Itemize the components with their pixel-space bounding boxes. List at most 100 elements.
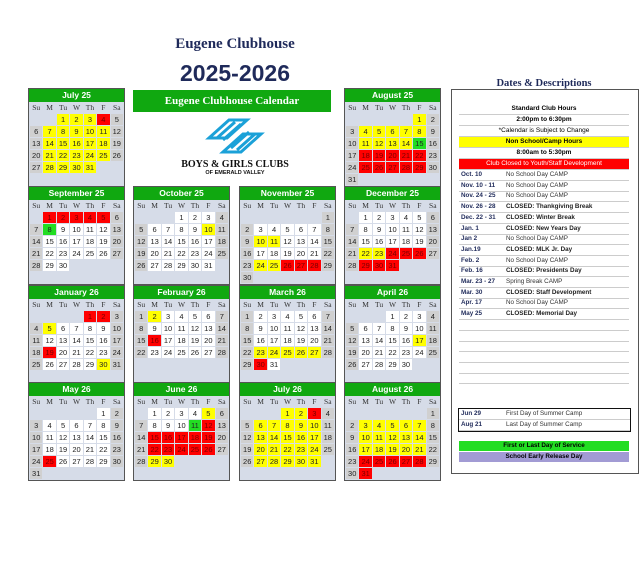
empty-cell — [215, 456, 228, 467]
event-date: Jan.19 — [461, 245, 481, 253]
weekday-header: M — [43, 397, 56, 407]
day-cell: 23 — [97, 347, 110, 358]
day-cell: 8 — [83, 323, 97, 334]
weekday-header: W — [175, 300, 188, 310]
weekday-header: M — [359, 300, 372, 310]
empty-cell — [70, 468, 83, 479]
day-cell: 14 — [43, 138, 56, 149]
weekday-header: Su — [241, 201, 254, 211]
month-october-25: October 25 Su M Tu W Th F Sa 1 2 3 4 5 6 7 8 9 10 11 12 13 14… — [133, 186, 230, 285]
day-cell: 21 — [413, 444, 426, 455]
legend-first-last-day: First or Last Day of Service — [459, 441, 629, 451]
day-cell: 23 — [70, 150, 83, 161]
day-cell: 26 — [135, 260, 148, 271]
empty-cell — [135, 371, 148, 382]
day-cell: 24 — [70, 248, 83, 259]
day-cell: 4 — [43, 420, 56, 431]
day-cell: 17 — [346, 150, 359, 161]
empty-cell — [254, 212, 267, 223]
day-cell: 26 — [56, 456, 70, 467]
empty-cell — [281, 212, 294, 223]
day-cell: 3 — [70, 212, 83, 223]
empty-cell — [135, 359, 148, 370]
day-cell: 7 — [321, 311, 334, 322]
empty-cell — [135, 468, 148, 479]
day-cell: 6 — [294, 224, 308, 235]
day-cell: 7 — [43, 126, 56, 137]
month-header: March 26 — [240, 286, 335, 299]
month-december-25: December 25 Su M Tu W Th F Sa 1 2 3 4 5 6 7 8 9 10 11 12 13 1… — [344, 186, 441, 285]
day-cell: 27 — [399, 456, 413, 467]
day-cell: 21 — [215, 335, 228, 346]
day-cell: 5 — [281, 224, 294, 235]
day-cell: 3 — [308, 408, 321, 419]
day-cell: 19 — [372, 150, 386, 161]
weekday-header: Su — [241, 397, 254, 407]
page-title: 2025-2026 — [180, 60, 290, 86]
clasped-hands-logo-icon — [205, 118, 265, 154]
day-cell: 25 — [97, 150, 110, 161]
day-cell: 19 — [294, 335, 308, 346]
empty-cell — [202, 371, 215, 382]
empty-cell — [70, 272, 83, 283]
month-header: May 26 — [29, 383, 124, 396]
event-row: Jan 2 No School Day CAMP — [459, 234, 629, 246]
day-cell: 5 — [386, 420, 399, 431]
month-header: July 25 — [29, 89, 124, 102]
day-cell: 6 — [70, 420, 83, 431]
weekday-header: Th — [188, 201, 202, 211]
day-cell: 23 — [346, 456, 359, 467]
empty-cell — [30, 371, 43, 382]
weekday-header: M — [43, 201, 56, 211]
empty-cell — [175, 456, 188, 467]
day-cell: 8 — [413, 126, 426, 137]
day-cell: 13 — [254, 432, 267, 443]
weekday-header: W — [281, 300, 294, 310]
day-cell: 20 — [294, 248, 308, 259]
weekday-header: Su — [30, 201, 43, 211]
day-cell: 22 — [135, 347, 148, 358]
weekday-header: Tu — [161, 397, 175, 407]
empty-cell — [308, 272, 321, 283]
event-desc: CLOSED: Winter Break — [506, 213, 575, 221]
empty-cell — [386, 468, 399, 479]
empty-cell — [294, 272, 308, 283]
day-cell: 25 — [188, 444, 202, 455]
day-cell: 25 — [281, 347, 294, 358]
day-cell: 25 — [399, 248, 413, 259]
day-cell: 23 — [188, 248, 202, 259]
legend-early-release: School Early Release Day — [459, 452, 629, 462]
day-cell: 5 — [372, 126, 386, 137]
day-cell: 26 — [372, 162, 386, 173]
empty-cell — [267, 468, 281, 479]
weekday-header: Th — [83, 300, 97, 310]
day-cell: 25 — [426, 347, 439, 358]
weekday-header: W — [70, 103, 83, 113]
empty-cell — [294, 371, 308, 382]
empty-cell — [386, 272, 399, 283]
day-cell: 29 — [241, 359, 254, 370]
empty-cell — [148, 468, 161, 479]
day-cell: 19 — [413, 236, 426, 247]
weekday-header: W — [281, 201, 294, 211]
empty-cell — [83, 468, 97, 479]
day-cell: 16 — [399, 335, 413, 346]
event-row: Jan. 1 CLOSED: New Years Day — [459, 224, 629, 235]
empty-cell — [254, 408, 267, 419]
empty-cell — [372, 311, 386, 322]
empty-cell — [413, 272, 426, 283]
day-cell: 21 — [399, 150, 413, 161]
event-row: Dec. 22 - 31 CLOSED: Winter Break — [459, 213, 629, 224]
weekday-header: Tu — [56, 201, 70, 211]
day-cell: 1 — [386, 311, 399, 322]
day-cell: 1 — [135, 311, 148, 322]
day-cell: 24 — [308, 444, 321, 455]
camp-date: Jun 29 — [461, 410, 481, 417]
day-cell: 18 — [267, 248, 281, 259]
event-row: Feb. 2 No School Day CAMP — [459, 256, 629, 267]
empty-cell — [372, 272, 386, 283]
empty-cell — [215, 359, 228, 370]
event-desc: CLOSED: Memorial Day — [506, 310, 578, 318]
day-cell: 5 — [135, 224, 148, 235]
